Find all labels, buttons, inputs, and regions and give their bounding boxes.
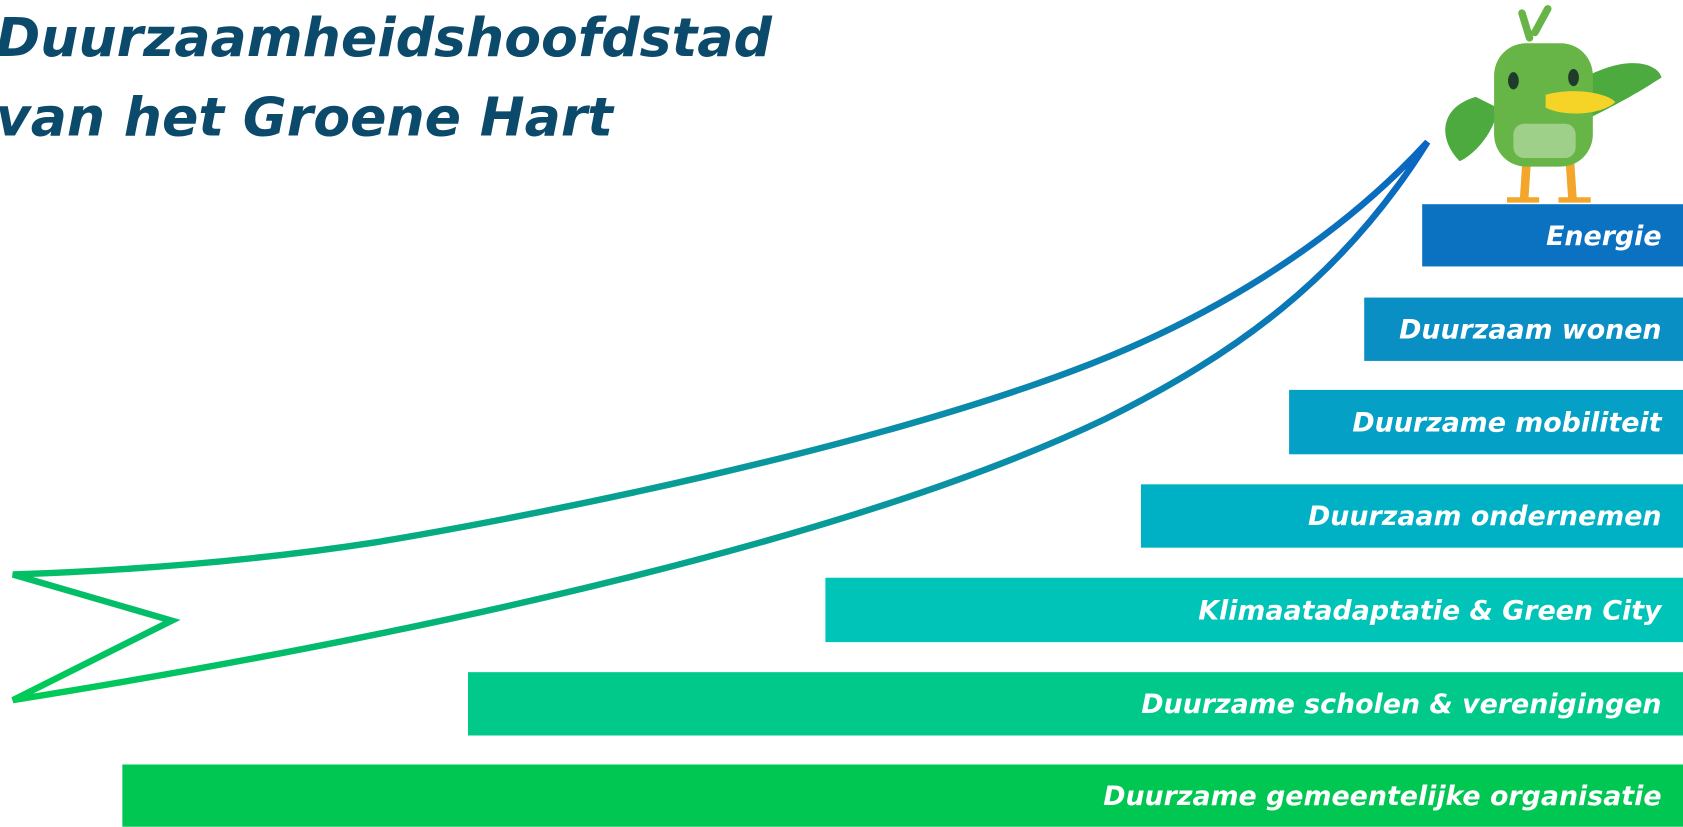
step-label: Klimaatadaptatie & Green City (1198, 596, 1663, 627)
title-line: van het Groene Hart (0, 86, 615, 149)
step-label: Duurzame scholen & verenigingen (1141, 689, 1661, 720)
step-label: Duurzame gemeentelijke organisatie (1103, 781, 1661, 812)
page: {"title": {"lines": ["Duurzaamheidshoofd… (0, 0, 1683, 827)
mascot-bird (1445, 9, 1661, 200)
step-label: Duurzaam wonen (1399, 314, 1661, 345)
step-label: Duurzame mobiliteit (1352, 408, 1662, 439)
title-line: Duurzaamheidshoofdstad (0, 6, 772, 69)
step-label: Energie (1546, 221, 1661, 252)
step-label: Duurzaam ondernemen (1308, 501, 1662, 532)
infographic: Duurzaamheidshoofdstad van het Groene Ha… (0, 0, 1683, 827)
